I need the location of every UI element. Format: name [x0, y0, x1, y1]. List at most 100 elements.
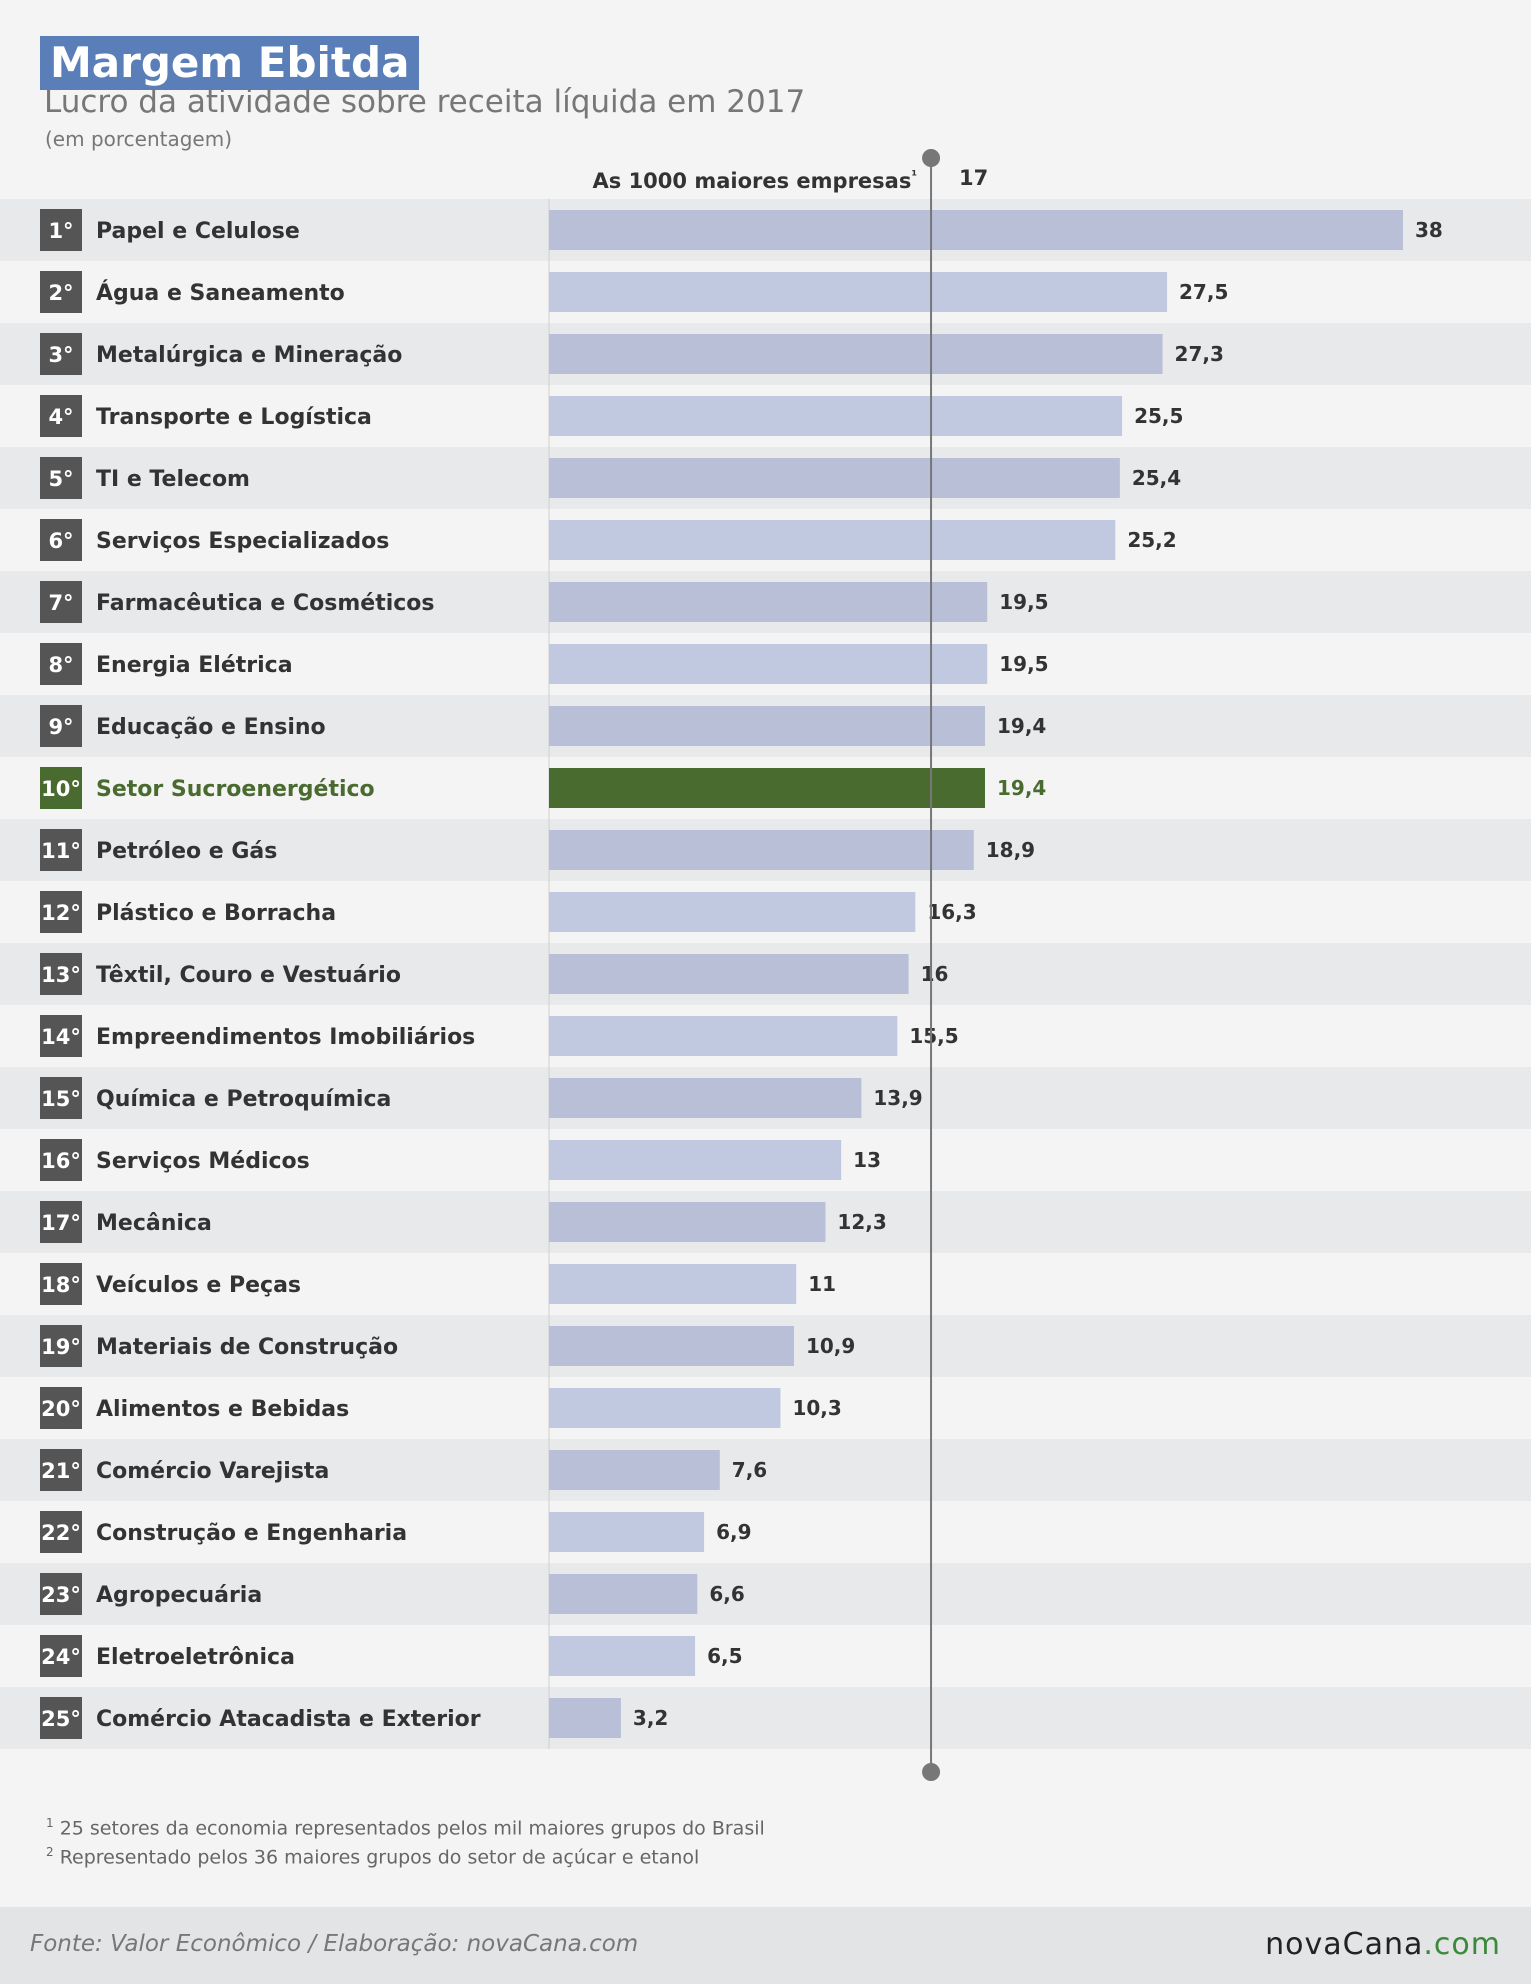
reference-line-label: As 1000 maiores empresas¹: [593, 169, 918, 193]
row-background: [0, 1439, 1531, 1501]
bar: [549, 210, 1403, 250]
bar: [549, 892, 916, 932]
bar: [549, 644, 988, 684]
category-label: Papel e Celulose: [96, 219, 300, 244]
value-label: 3,2: [633, 1706, 668, 1730]
value-label: 16: [921, 962, 949, 986]
rank-badge: [40, 1511, 82, 1553]
rank-label: 10°: [41, 777, 81, 801]
rank-badge: [40, 1139, 82, 1181]
rank-label: 13°: [41, 963, 81, 987]
rank-badge: [40, 271, 82, 313]
bar: [549, 1202, 826, 1242]
rank-label: 18°: [41, 1273, 81, 1297]
value-label: 7,6: [732, 1458, 767, 1482]
rank-label: 16°: [41, 1149, 81, 1173]
bar: [549, 582, 988, 622]
bar: [549, 954, 909, 994]
source-credit: Fonte: Valor Econômico / Elaboração: nov…: [30, 1931, 639, 1957]
category-label: Veículos e Peças: [96, 1273, 301, 1298]
category-label: TI e Telecom: [96, 467, 250, 492]
value-label: 6,9: [716, 1520, 751, 1544]
value-label: 13: [853, 1148, 881, 1172]
category-label: Setor Sucroenergético: [96, 777, 375, 802]
value-label: 19,4: [997, 714, 1046, 738]
category-label: Eletroeletrônica: [96, 1645, 295, 1670]
reference-line-footnote-marker: ¹: [911, 169, 917, 184]
value-label: 19,4: [997, 776, 1046, 800]
bar: [549, 706, 985, 746]
rank-badge: [40, 1387, 82, 1429]
bar: [549, 1574, 698, 1614]
category-label: Construção e Engenharia: [96, 1521, 407, 1546]
category-label: Plástico e Borracha: [96, 901, 336, 926]
rank-badge: [40, 1697, 82, 1739]
rank-badge: [40, 829, 82, 871]
rank-badge: [40, 395, 82, 437]
bar-chart: 1° Papel e Celulose 38 2° Água e Saneamento 2…: [0, 149, 1531, 1781]
rank-label: 20°: [41, 1397, 81, 1421]
bar: [549, 1078, 862, 1118]
reference-line-value: 17: [959, 166, 988, 190]
row-background: [0, 1563, 1531, 1625]
rank-label: 25°: [41, 1707, 81, 1731]
footnote-1: 1 25 setores da economia representados p…: [46, 1816, 765, 1840]
brand-logo[interactable]: novaCana.com: [1265, 1927, 1501, 1962]
category-label: Educação e Ensino: [96, 715, 326, 740]
bar: [549, 272, 1168, 312]
value-label: 10,9: [806, 1334, 855, 1358]
rank-badge: [40, 1077, 82, 1119]
rank-badge: [40, 1325, 82, 1367]
rank-label: 15°: [41, 1087, 81, 1111]
rank-badge: [40, 457, 82, 499]
bar: [549, 830, 974, 870]
bar: [549, 1140, 842, 1180]
bar: [549, 520, 1116, 560]
row-background: [0, 1687, 1531, 1749]
rank-label: 12°: [41, 901, 81, 925]
rank-badge: [40, 705, 82, 747]
category-label: Alimentos e Bebidas: [96, 1397, 349, 1422]
value-label: 19,5: [999, 652, 1048, 676]
category-label: Serviços Médicos: [96, 1149, 310, 1174]
category-label: Transporte e Logística: [96, 405, 372, 430]
value-label: 25,2: [1127, 528, 1176, 552]
rank-badge: [40, 519, 82, 561]
rank-label: 4°: [48, 405, 73, 429]
rank-label: 9°: [48, 715, 73, 739]
bar: [549, 1388, 781, 1428]
category-label: Mecânica: [96, 1211, 212, 1236]
category-label: Materiais de Construção: [96, 1335, 398, 1360]
category-label: Comércio Varejista: [96, 1459, 329, 1484]
value-label: 15,5: [909, 1024, 958, 1048]
rank-label: 2°: [48, 281, 73, 305]
value-label: 11: [808, 1272, 836, 1296]
category-label: Têxtil, Couro e Vestuário: [96, 963, 401, 988]
value-label: 10,3: [792, 1396, 841, 1420]
value-label: 25,4: [1132, 466, 1181, 490]
rank-badge: [40, 333, 82, 375]
bar: [549, 1016, 898, 1056]
bar: [549, 1512, 705, 1552]
value-label: 6,5: [707, 1644, 742, 1668]
chart-title: Margem Ebitda: [40, 36, 420, 90]
rank-badge: [40, 581, 82, 623]
footer: Fonte: Valor Econômico / Elaboração: nov…: [0, 1907, 1531, 1984]
rank-label: 19°: [41, 1335, 81, 1359]
bar: [549, 1326, 794, 1366]
reference-line-bottom-dot: [922, 1763, 941, 1781]
rank-badge: [40, 953, 82, 995]
rank-badge: [40, 643, 82, 685]
chart-subtitle: Lucro da atividade sobre receita líquida…: [44, 84, 806, 120]
category-label: Petróleo e Gás: [96, 839, 277, 864]
category-label: Energia Elétrica: [96, 653, 293, 678]
rank-label: 1°: [48, 219, 73, 243]
category-label: Comércio Atacadista e Exterior: [96, 1707, 481, 1732]
unit-note: (em porcentagem): [45, 127, 233, 151]
rank-badge: [40, 209, 82, 251]
bar: [549, 1636, 696, 1676]
rank-label: 3°: [48, 343, 73, 367]
rank-badge: [40, 1573, 82, 1615]
rank-label: 8°: [48, 653, 73, 677]
value-label: 12,3: [837, 1210, 886, 1234]
